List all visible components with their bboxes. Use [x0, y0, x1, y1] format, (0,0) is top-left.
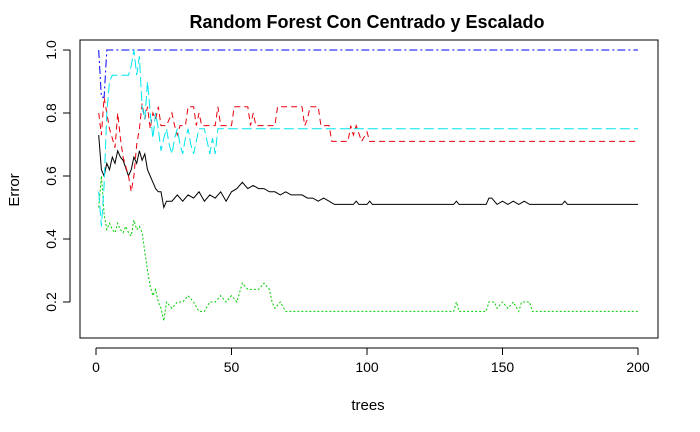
x-tick-label: 100 — [355, 359, 379, 375]
x-tick-label: 0 — [92, 359, 100, 375]
series-line-3 — [98, 175, 638, 322]
x-tick-label: 50 — [224, 359, 240, 375]
x-axis: 0 50 100 150 200 — [92, 347, 650, 375]
x-axis-label: trees — [351, 397, 384, 414]
plot-box — [79, 39, 659, 339]
series-line-2 — [98, 97, 638, 192]
y-tick-label: 0.6 — [43, 166, 59, 186]
y-tick-label: 0.2 — [43, 292, 59, 312]
chart-title: Random Forest Con Centrado y Escalado — [189, 12, 544, 32]
series-line-1 — [98, 135, 638, 210]
y-axis: 0.2 0.4 0.6 0.8 1.0 — [43, 40, 71, 312]
series-layer — [98, 49, 638, 322]
series-line-4 — [98, 49, 638, 98]
x-tick-label: 200 — [626, 359, 650, 375]
series-line-5 — [98, 49, 638, 227]
y-tick-label: 1.0 — [43, 40, 59, 60]
x-tick-label: 150 — [491, 359, 515, 375]
y-tick-label: 0.4 — [43, 229, 59, 249]
y-axis-label: Error — [6, 173, 23, 206]
y-tick-label: 0.8 — [43, 103, 59, 123]
